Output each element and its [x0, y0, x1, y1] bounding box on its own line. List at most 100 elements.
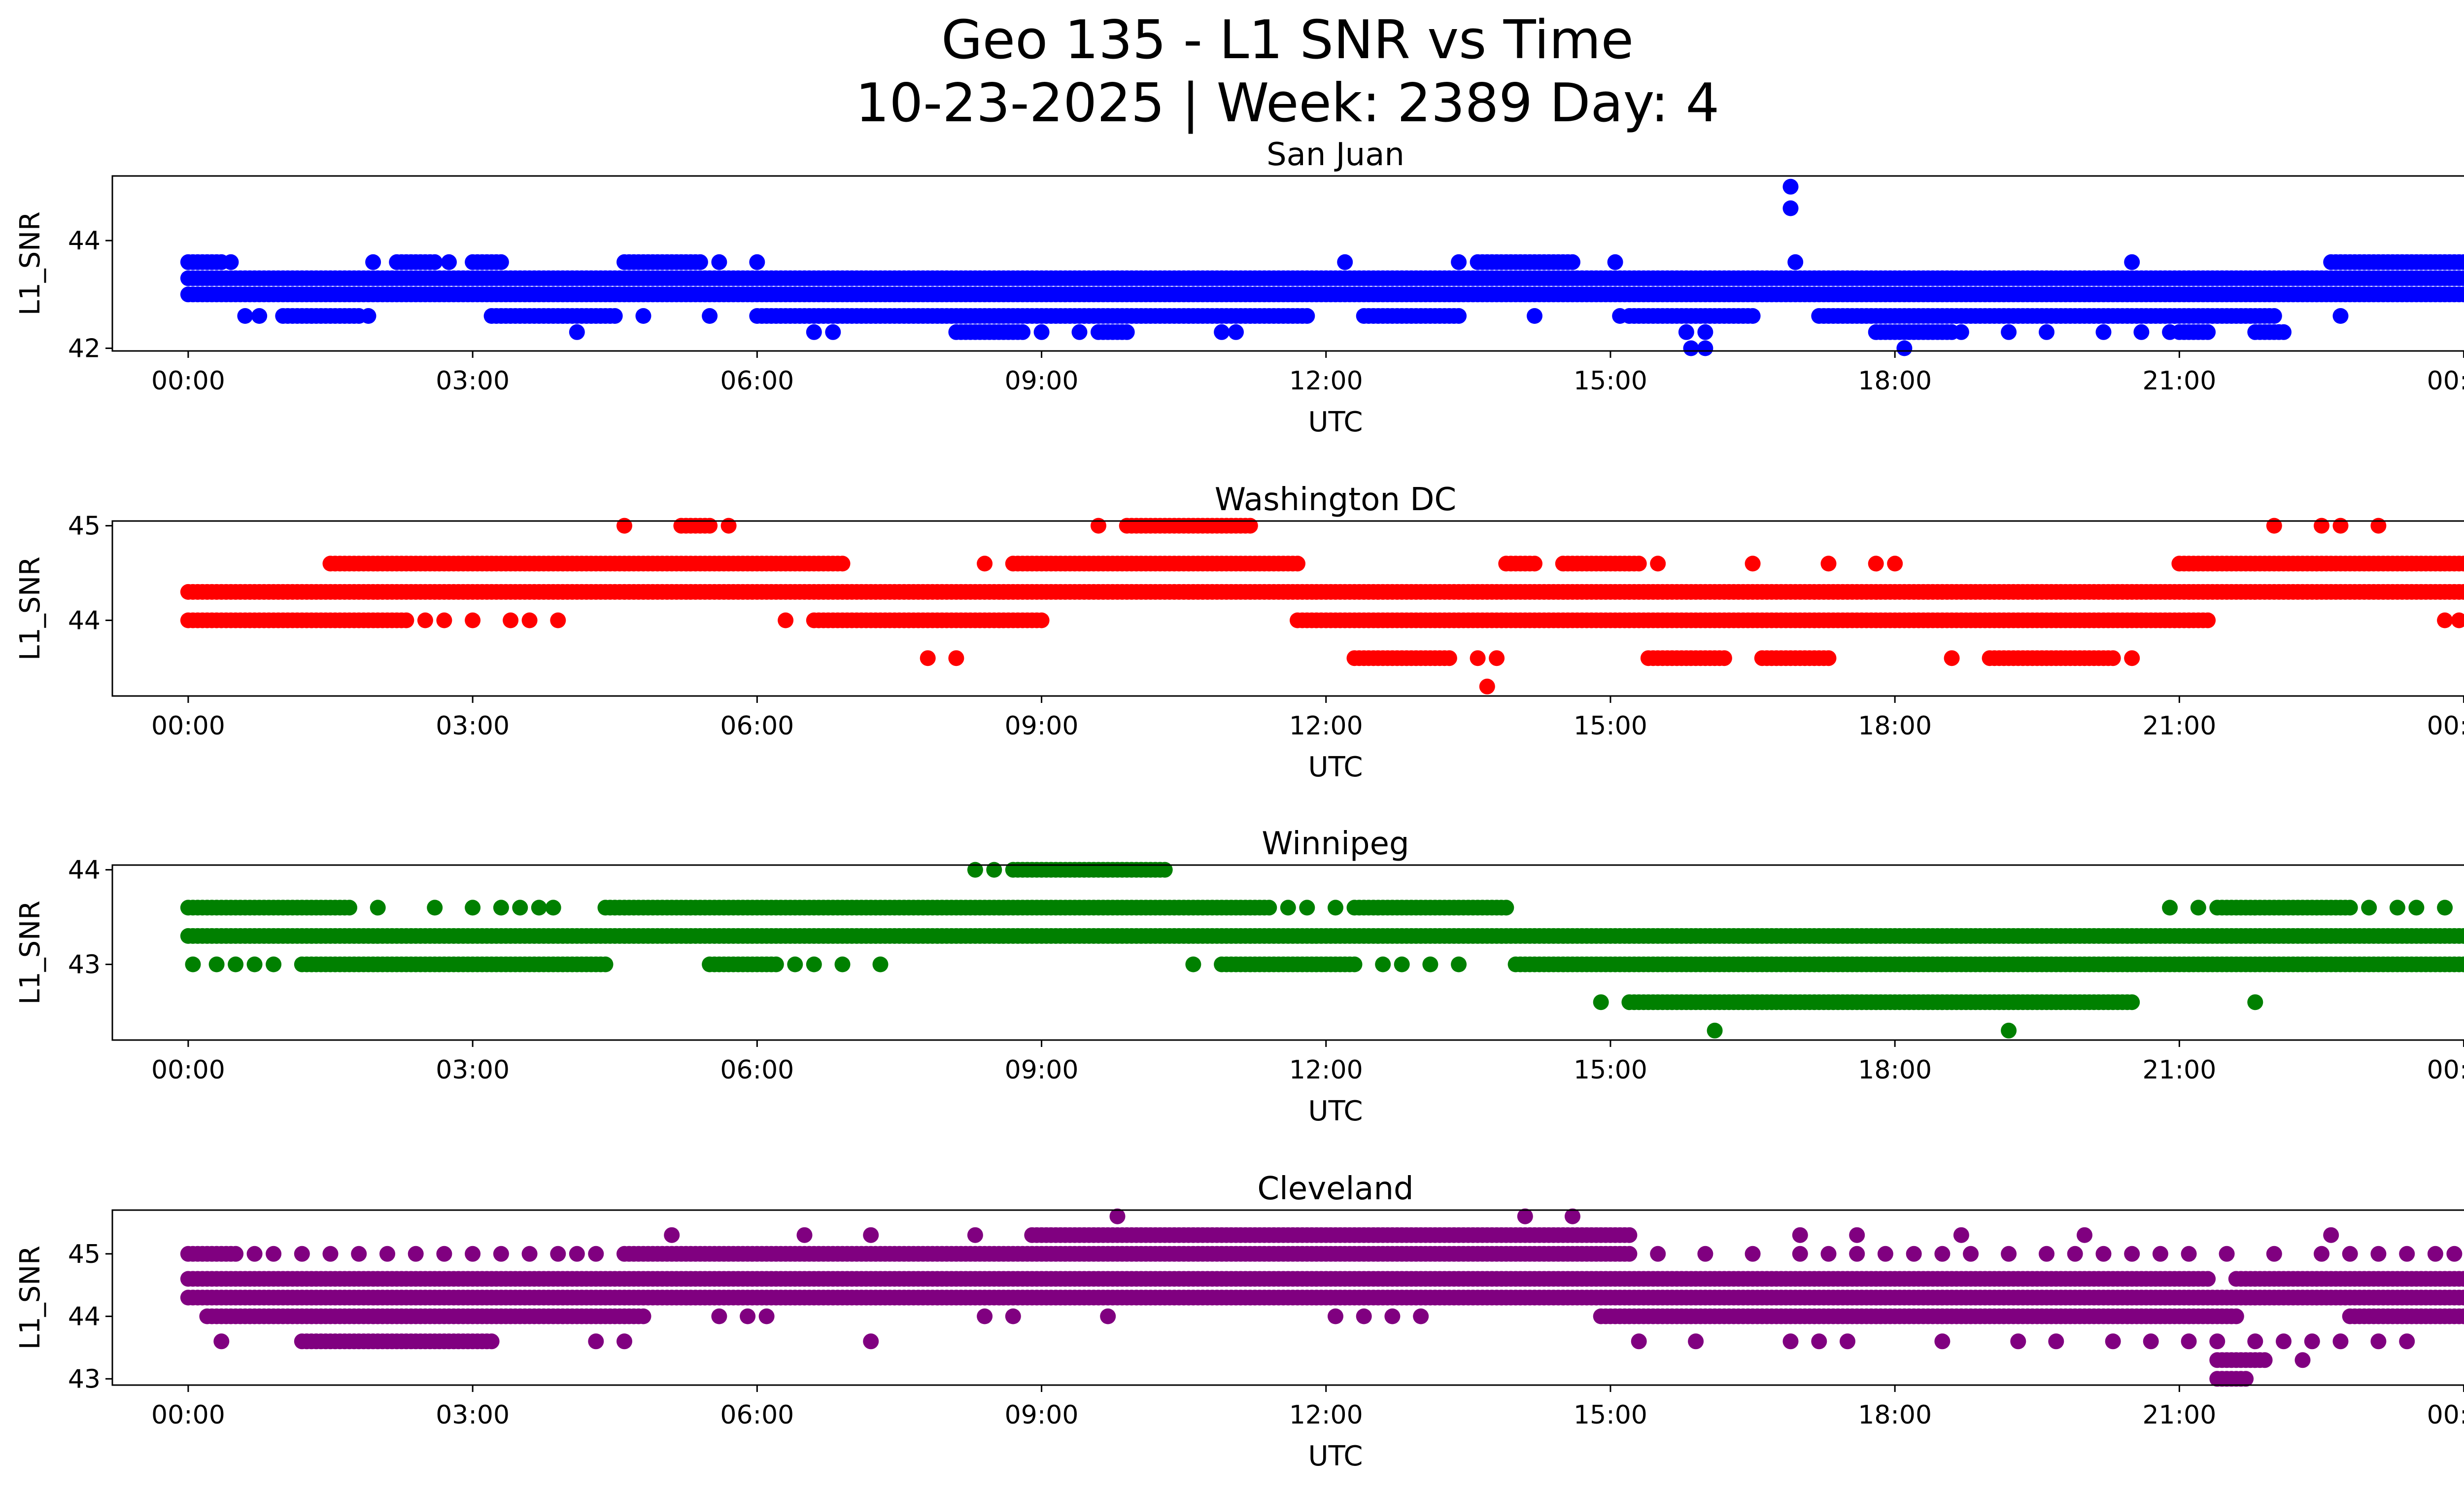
x-tick-label: 21:00	[2142, 1055, 2216, 1085]
data-point	[2408, 900, 2425, 916]
y-axis-label: L1_SNR	[14, 901, 46, 1005]
data-point	[512, 900, 528, 916]
x-tick-label: 12:00	[1289, 1055, 1363, 1085]
x-tick-label: 00:00	[151, 711, 225, 741]
data-point	[2456, 584, 2464, 600]
data-point	[2001, 1022, 2017, 1039]
data-point	[635, 1308, 651, 1324]
x-axis-label: UTC	[1308, 406, 1363, 438]
data-point	[1683, 340, 1699, 356]
data-point	[1451, 308, 1467, 324]
data-point	[417, 612, 433, 628]
data-point	[2314, 518, 2329, 534]
data-point	[1820, 556, 1837, 572]
data-point	[1185, 956, 1201, 973]
data-point	[920, 650, 936, 666]
data-point	[1157, 862, 1173, 878]
data-point	[569, 324, 585, 340]
data-point	[521, 612, 538, 628]
data-point	[370, 900, 386, 916]
data-point	[1678, 324, 1694, 340]
data-point	[2247, 994, 2263, 1010]
y-axis-label: L1_SNR	[14, 556, 46, 661]
data-point	[825, 324, 841, 340]
data-point	[834, 556, 851, 572]
data-point	[597, 956, 614, 973]
data-point	[1565, 254, 1580, 270]
data-point	[2001, 324, 2017, 340]
x-tick-label: 15:00	[1574, 366, 1647, 396]
data-points-san-juan	[180, 178, 2464, 356]
data-point	[1119, 324, 1135, 340]
x-tick-label: 18:00	[1858, 711, 1932, 741]
y-tick-label: 45	[68, 512, 101, 541]
data-point	[545, 900, 561, 916]
data-point	[427, 254, 443, 270]
data-point	[2124, 994, 2140, 1010]
data-point	[1787, 254, 1804, 270]
data-point	[2200, 1271, 2216, 1287]
data-point	[635, 308, 651, 324]
data-point	[342, 900, 357, 916]
data-point	[228, 956, 244, 973]
x-tick-label: 12:00	[1289, 711, 1363, 741]
data-point	[436, 612, 452, 628]
data-point	[1451, 956, 1467, 973]
data-point	[1242, 518, 1258, 534]
data-point	[1470, 650, 1486, 666]
axes-frame	[111, 864, 2464, 1041]
data-point	[185, 956, 201, 973]
subplot-title: Winnipeg	[1262, 826, 1409, 862]
data-point	[986, 862, 1002, 878]
data-point	[1290, 556, 1305, 572]
data-point	[1631, 556, 1647, 572]
data-point	[1607, 254, 1623, 270]
figure-title-line2: 10-23-2025 | Week: 2389 Day: 4	[855, 72, 1720, 134]
data-point	[2133, 324, 2150, 340]
data-point	[427, 900, 443, 916]
data-points-winnipeg	[180, 862, 2464, 1039]
data-point	[1422, 956, 1438, 973]
x-tick-label: 18:00	[1858, 1055, 1932, 1085]
x-tick-label: 00:00	[151, 366, 225, 396]
data-point	[266, 956, 282, 973]
data-point	[398, 612, 414, 628]
data-point	[616, 518, 632, 534]
x-tick-label: 00:00	[2427, 1055, 2464, 1085]
data-point	[2437, 900, 2453, 916]
data-point	[977, 556, 993, 572]
data-point	[1944, 650, 1960, 666]
data-point	[2162, 324, 2178, 340]
data-point	[1650, 556, 1666, 572]
data-point	[2190, 900, 2206, 916]
data-point	[2266, 518, 2282, 534]
data-point	[1441, 650, 1457, 666]
data-point	[711, 254, 727, 270]
x-tick-label: 15:00	[1574, 711, 1647, 741]
subplot-title: San Juan	[1266, 137, 1404, 173]
x-tick-label: 03:00	[436, 366, 510, 396]
data-point	[1071, 324, 1088, 340]
data-point	[2456, 270, 2464, 286]
data-point	[2456, 254, 2464, 270]
data-point	[2389, 900, 2405, 916]
data-point	[1527, 308, 1542, 324]
x-tick-label: 06:00	[720, 711, 794, 741]
subplot-title: Washington DC	[1215, 482, 1456, 518]
data-point	[1299, 308, 1315, 324]
data-point	[2456, 1289, 2464, 1306]
data-point	[2456, 286, 2464, 303]
data-point	[2039, 324, 2054, 340]
data-point	[1868, 556, 1884, 572]
data-point	[1451, 254, 1467, 270]
data-point	[365, 254, 381, 270]
data-point	[806, 956, 822, 973]
x-tick-label: 12:00	[1289, 366, 1363, 396]
x-tick-label: 09:00	[1005, 711, 1079, 741]
data-point	[493, 254, 509, 270]
figure-title-line1: Geo 135 - L1 SNR vs Time	[941, 9, 1634, 71]
data-point	[1498, 900, 1514, 916]
data-point	[1375, 956, 1391, 973]
y-tick-label: 43	[68, 950, 101, 979]
